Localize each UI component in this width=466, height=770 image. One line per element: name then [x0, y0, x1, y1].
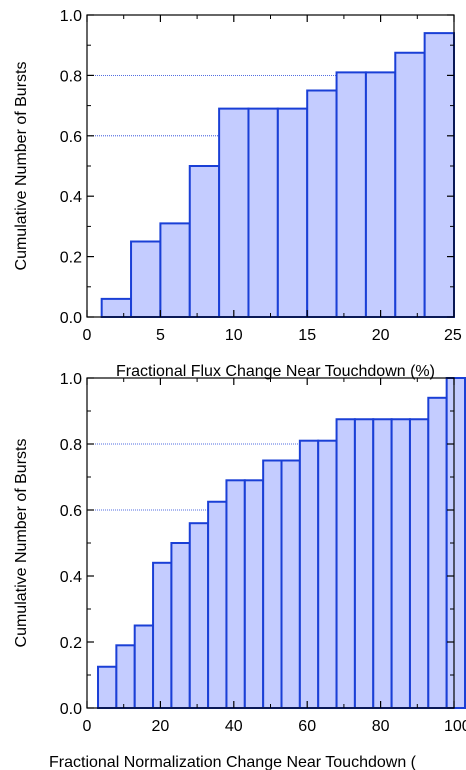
x-tick-label: 40	[225, 718, 243, 735]
bar	[306, 89, 338, 318]
bar	[427, 396, 448, 709]
bar	[218, 107, 250, 319]
bar	[276, 107, 309, 319]
x-tick-label: 20	[152, 718, 170, 735]
bar	[423, 32, 456, 319]
bar	[353, 418, 375, 709]
bar	[130, 240, 162, 318]
x-tick-label: 60	[298, 718, 316, 735]
chart-panel-2: 0.0 0.2 0.4 0.6 0.8 1.0 0 20 40 60 80 100 Cumulative…	[13, 371, 466, 770]
bar	[188, 522, 210, 710]
y-tick-label: 0.0	[60, 701, 82, 718]
x-tick-label: 15	[298, 327, 316, 344]
bar	[262, 459, 283, 709]
bar	[364, 71, 397, 318]
bar	[317, 439, 338, 709]
y-tick-label: 0.4	[60, 569, 82, 586]
bar	[394, 51, 426, 318]
x-axis-title: Fractional Normalization Change Near Tou…	[49, 754, 417, 770]
x-tick-label: 10	[225, 327, 243, 344]
x-tick-label: 5	[156, 327, 165, 344]
x-axis-title: Fractional Flux Change Near Touchdown (%…	[116, 363, 435, 380]
bar	[247, 107, 279, 319]
bar	[97, 665, 118, 709]
bar	[298, 439, 320, 709]
bar	[100, 297, 133, 319]
y-tick-label: 0.4	[60, 189, 82, 206]
bar	[243, 479, 265, 709]
bar	[372, 418, 393, 709]
y-tick-label: 0.8	[60, 68, 82, 85]
bar	[390, 418, 411, 709]
bar	[335, 418, 356, 709]
bar	[335, 71, 367, 318]
y-tick-label: 0.6	[60, 129, 82, 146]
y-tick-label: 1.0	[60, 371, 82, 388]
y-tick-label: 0.8	[60, 437, 82, 454]
y-tick-label: 0.0	[60, 310, 82, 327]
x-tick-label: 100	[444, 718, 466, 735]
x-tick-label: 25	[444, 327, 462, 344]
bar	[115, 644, 136, 709]
x-tick-label: 80	[372, 718, 390, 735]
y-tick-label: 0.2	[60, 635, 82, 652]
bar	[445, 377, 466, 709]
y-tick-label: 1.0	[60, 8, 82, 25]
bar	[133, 624, 155, 709]
y-axis-title: Cumulative Number of Bursts	[13, 62, 30, 271]
x-tick-label: 20	[372, 327, 390, 344]
x-tick-label: 0	[83, 718, 92, 735]
chart-panel-1: 0.0 0.2 0.4 0.6 0.8 1.0 0 5 10 15 20 25 Cumulative N…	[13, 8, 462, 380]
bar	[408, 418, 430, 709]
bar	[170, 542, 191, 709]
bar	[207, 500, 228, 709]
bar	[152, 561, 173, 709]
bar	[280, 459, 301, 709]
y-tick-label: 0.6	[60, 503, 82, 520]
bar	[225, 479, 246, 709]
x-tick-label: 0	[83, 327, 92, 344]
y-axis-title: Cumulative Number of Bursts	[13, 439, 30, 648]
bar	[159, 222, 191, 319]
y-tick-label: 0.2	[60, 250, 82, 267]
bar	[188, 165, 221, 318]
